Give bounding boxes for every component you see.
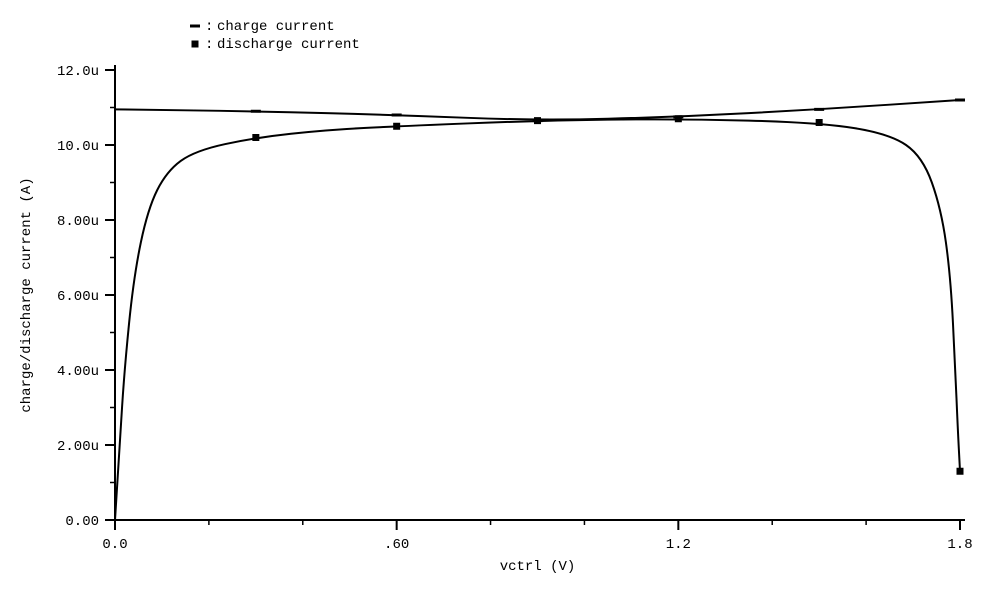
y-tick-label: 8.00u <box>57 214 99 230</box>
x-tick-label: .60 <box>384 537 409 553</box>
line-chart: 0.0 .60 1.2 1.8 0.00 2.00u 4.00u 6.00u 8.00u 10.0… <box>0 0 1000 591</box>
y-tick-label: 10.0u <box>57 139 99 155</box>
y-tick-label: 2.00u <box>57 439 99 455</box>
legend-label: charge current <box>217 19 335 35</box>
legend-label: discharge current <box>217 37 360 53</box>
legend-colon: : <box>205 19 213 35</box>
x-tick-label: 1.2 <box>666 537 691 553</box>
y-tick-label: 4.00u <box>57 364 99 380</box>
legend-colon: : <box>205 37 213 53</box>
x-axis-label: vctrl (V) <box>500 559 576 575</box>
x-tick-label: 0.0 <box>102 537 127 553</box>
y-tick-label: 12.0u <box>57 64 99 80</box>
x-tick-label: 1.8 <box>947 537 972 553</box>
y-axis-label: charge/discharge current (A) <box>19 177 35 412</box>
y-tick-label: 0.00 <box>65 514 99 530</box>
chart-container: 0.0 .60 1.2 1.8 0.00 2.00u 4.00u 6.00u 8.00u 10.0… <box>0 0 1000 591</box>
y-tick-label: 6.00u <box>57 289 99 305</box>
